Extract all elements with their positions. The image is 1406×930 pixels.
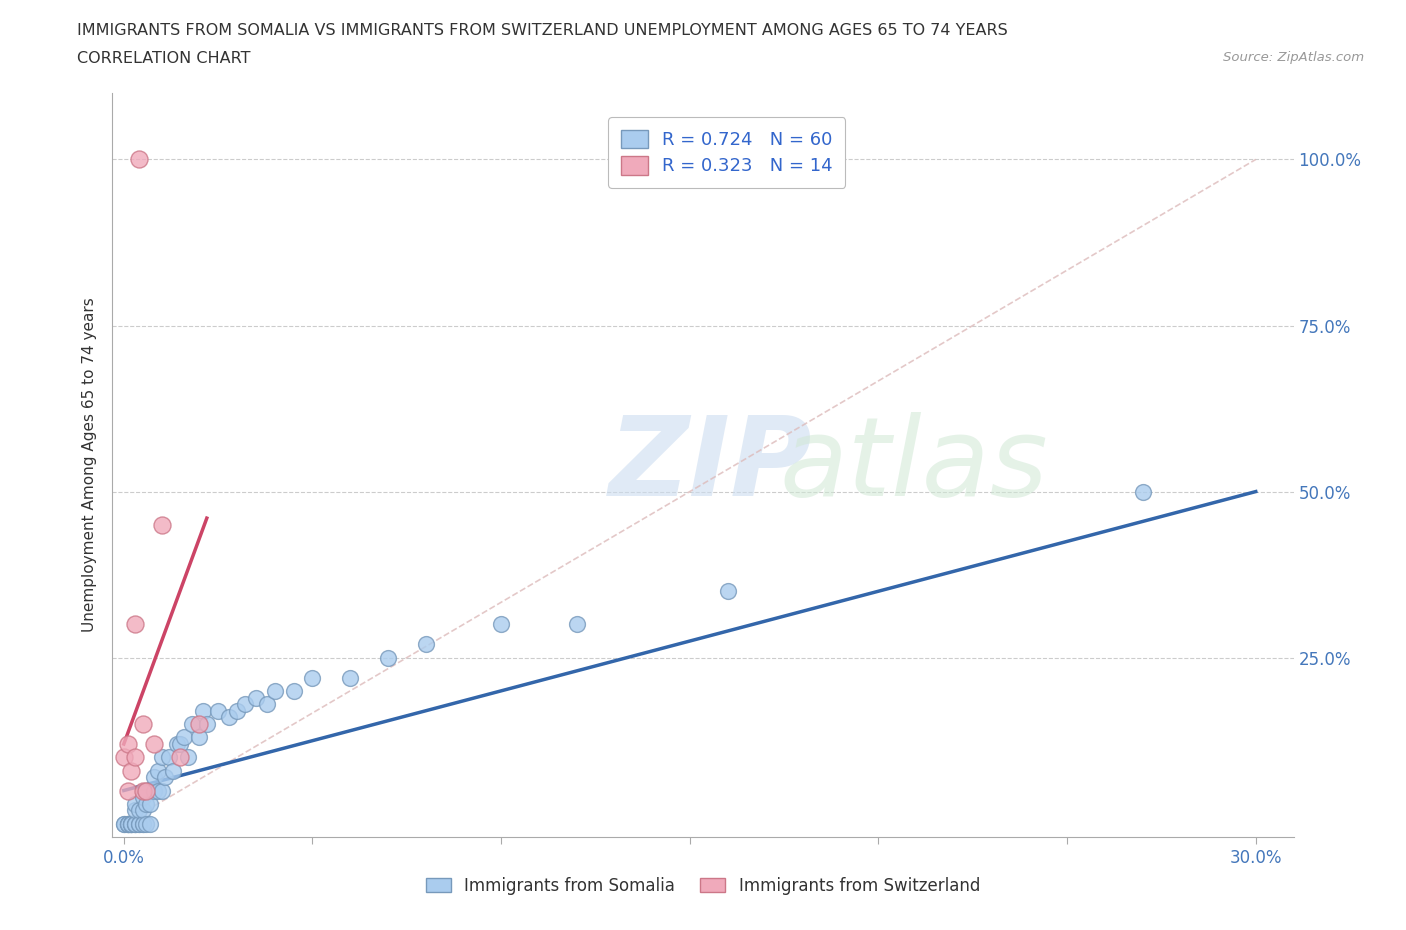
Point: [139, 796, 162, 811]
Point: [162, 764, 184, 778]
Point: [120, 764, 142, 778]
Point: [117, 783, 139, 798]
Point: [143, 737, 166, 751]
Point: [218, 710, 240, 724]
Legend: Immigrants from Somalia, Immigrants from Switzerland: Immigrants from Somalia, Immigrants from…: [418, 869, 988, 903]
Point: [226, 703, 249, 718]
Point: [131, 717, 153, 732]
Point: [124, 617, 146, 631]
Point: [117, 817, 139, 831]
Point: [120, 817, 142, 831]
Point: [166, 737, 188, 751]
Text: Source: ZipAtlas.com: Source: ZipAtlas.com: [1223, 51, 1364, 64]
Point: [135, 796, 157, 811]
Point: [124, 803, 146, 817]
Point: [131, 817, 153, 831]
Text: atlas: atlas: [780, 411, 1049, 519]
Point: [146, 764, 169, 778]
Point: [207, 703, 229, 718]
Text: CORRELATION CHART: CORRELATION CHART: [77, 51, 250, 66]
Point: [135, 783, 157, 798]
Point: [143, 770, 166, 785]
Point: [377, 650, 399, 665]
Point: [256, 697, 278, 711]
Point: [1132, 485, 1154, 499]
Point: [117, 817, 139, 831]
Point: [128, 803, 150, 817]
Point: [120, 817, 142, 831]
Y-axis label: Unemployment Among Ages 65 to 74 years: Unemployment Among Ages 65 to 74 years: [82, 298, 97, 632]
Point: [146, 783, 169, 798]
Point: [143, 783, 166, 798]
Point: [128, 152, 150, 166]
Point: [565, 617, 588, 631]
Point: [245, 690, 267, 705]
Point: [131, 803, 153, 817]
Point: [120, 817, 142, 831]
Point: [117, 817, 139, 831]
Point: [233, 697, 256, 711]
Point: [415, 637, 437, 652]
Point: [112, 817, 135, 831]
Point: [112, 750, 135, 764]
Point: [157, 750, 180, 764]
Point: [177, 750, 200, 764]
Point: [112, 817, 135, 831]
Point: [173, 730, 195, 745]
Point: [124, 817, 146, 831]
Point: [124, 750, 146, 764]
Point: [301, 671, 323, 685]
Point: [195, 717, 218, 732]
Point: [188, 717, 211, 732]
Point: [124, 817, 146, 831]
Point: [150, 783, 173, 798]
Point: [131, 790, 153, 804]
Point: [128, 817, 150, 831]
Point: [191, 703, 214, 718]
Point: [489, 617, 512, 631]
Point: [150, 517, 173, 532]
Point: [155, 770, 177, 785]
Point: [339, 671, 361, 685]
Point: [169, 750, 191, 764]
Point: [716, 584, 738, 599]
Point: [117, 737, 139, 751]
Point: [135, 817, 157, 831]
Point: [117, 817, 139, 831]
Point: [124, 817, 146, 831]
Point: [131, 817, 153, 831]
Point: [135, 783, 157, 798]
Point: [263, 684, 285, 698]
Point: [169, 737, 191, 751]
Point: [128, 817, 150, 831]
Point: [124, 796, 146, 811]
Point: [120, 817, 142, 831]
Point: [283, 684, 305, 698]
Text: ZIP: ZIP: [609, 411, 813, 519]
Point: [131, 783, 153, 798]
Point: [139, 817, 162, 831]
Point: [188, 730, 211, 745]
Text: IMMIGRANTS FROM SOMALIA VS IMMIGRANTS FROM SWITZERLAND UNEMPLOYMENT AMONG AGES 6: IMMIGRANTS FROM SOMALIA VS IMMIGRANTS FR…: [77, 23, 1008, 38]
Point: [180, 717, 202, 732]
Point: [150, 750, 173, 764]
